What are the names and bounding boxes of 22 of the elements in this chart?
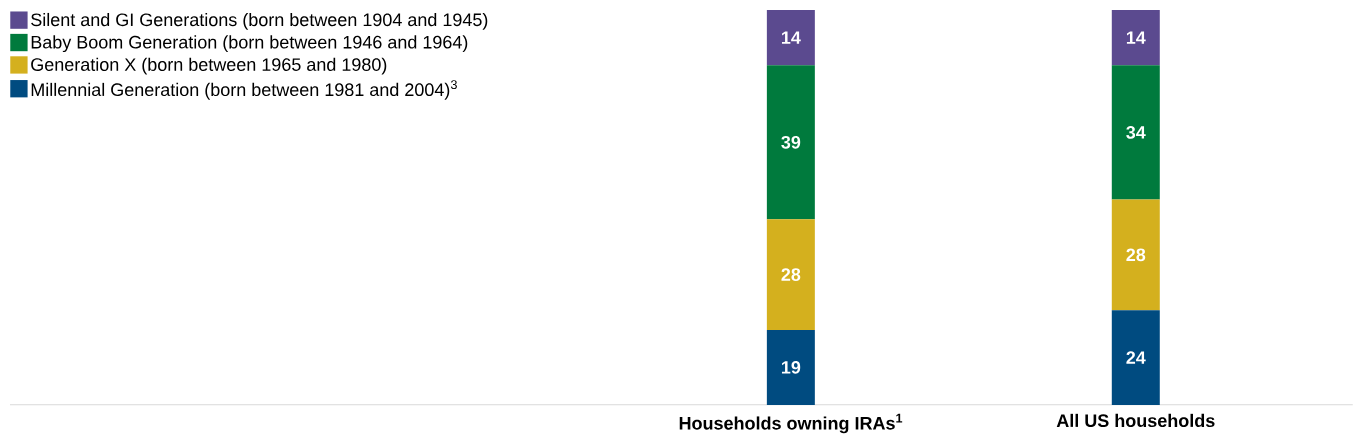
legend-label: Silent and GI Generations (born between 1904 and 1945) <box>31 12 488 30</box>
x-tick-label: All US households <box>1056 413 1215 427</box>
data-label: 14 <box>1126 31 1146 44</box>
bar <box>766 329 815 405</box>
bar <box>1111 199 1160 310</box>
bar <box>766 219 815 330</box>
data-label: 14 <box>781 31 801 44</box>
legend-label: Generation X (born between 1965 and 1980) <box>31 57 387 75</box>
data-label: 24 <box>1126 351 1146 364</box>
legend-label: Baby Boom Generation (born between 1946 and 1964) <box>31 35 468 52</box>
bar <box>1111 65 1160 200</box>
bar <box>1111 9 1160 66</box>
data-label: 39 <box>781 135 801 149</box>
legend-label: Millennial Generation (born between 1981 and 2004)$^{3}$ <box>31 80 457 100</box>
data-label: 28 <box>781 268 801 281</box>
x-tick-label: Households owning IRAs$^{1}$ <box>679 413 903 434</box>
data-label: 28 <box>1126 248 1146 262</box>
bar <box>766 65 815 220</box>
bar <box>766 9 815 66</box>
data-label: 34 <box>1126 125 1146 139</box>
bar <box>1111 309 1160 405</box>
data-label: 19 <box>781 360 801 374</box>
